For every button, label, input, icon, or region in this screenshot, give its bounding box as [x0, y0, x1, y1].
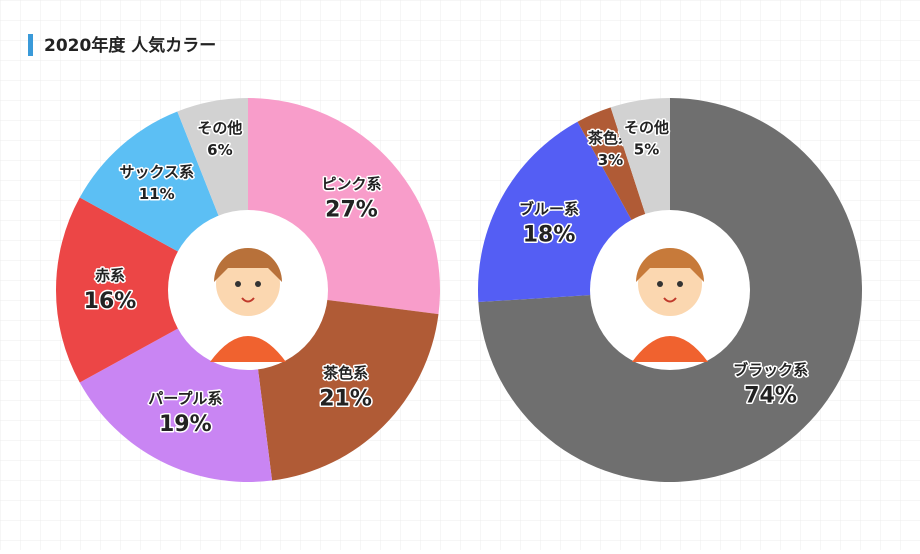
- character-body: [210, 336, 286, 362]
- slice-value: 11%: [139, 185, 175, 203]
- character-eye: [657, 281, 663, 287]
- slice-label: ブラック系: [733, 361, 808, 379]
- slice-value: 74%: [744, 383, 797, 408]
- slice-label: ブルー系: [519, 200, 579, 218]
- title-accent: [28, 34, 33, 56]
- slice-label: その他: [624, 118, 669, 136]
- character-eye: [255, 281, 261, 287]
- slice-value: 21%: [319, 387, 372, 412]
- slice-value: 19%: [159, 412, 212, 437]
- slice-value: 3%: [598, 151, 623, 169]
- slice-label: ピンク系: [322, 175, 382, 193]
- slice-label: その他: [197, 119, 242, 137]
- slice-label: 茶色系: [323, 364, 368, 382]
- slice-value: 16%: [84, 289, 137, 314]
- character-hair: [214, 248, 282, 282]
- character-mouth: [241, 297, 255, 303]
- character-mouth: [663, 297, 677, 303]
- character-eye: [677, 281, 683, 287]
- charts: ピンク系 27% 茶色系 21% パープル系 19% 赤系 16% サックス系 11% その他 6% ブ…: [55, 98, 863, 482]
- slice-label: 赤系: [95, 267, 125, 285]
- character-hair: [636, 248, 704, 282]
- page-title: 2020年度 人気カラー: [44, 35, 216, 56]
- slice-label: パープル系: [148, 389, 222, 407]
- slice-label: サックス系: [119, 163, 194, 181]
- slice-value: 5%: [634, 140, 659, 158]
- slice-value: 27%: [325, 198, 378, 223]
- slice-value: 18%: [523, 223, 576, 248]
- character-body: [632, 336, 708, 362]
- character-eye: [235, 281, 241, 287]
- pie-slice: [55, 197, 248, 383]
- slice-value: 6%: [207, 141, 232, 159]
